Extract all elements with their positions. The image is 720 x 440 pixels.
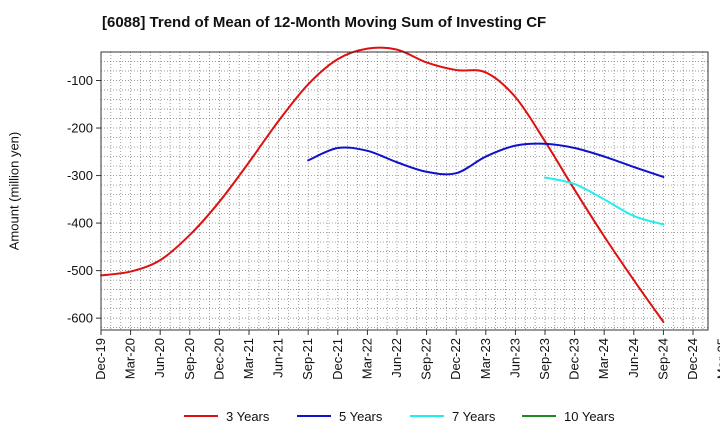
y-tick-label: -400 <box>67 216 93 231</box>
legend-label: 5 Years <box>339 408 383 424</box>
legend: 3 Years 5 Years 7 Years 10 Years <box>0 406 720 426</box>
series-lines <box>100 46 665 323</box>
legend-swatch-3-years <box>184 415 218 417</box>
legend-swatch-5-years <box>297 415 331 417</box>
x-tick-label: Sep-20 <box>182 338 197 380</box>
x-axis-ticks: Dec-19 Mar-20 Jun-20 Sep-20 Dec-20 Mar-21 Jun-… <box>93 330 720 380</box>
legend-item-3-years: 3 Years <box>184 406 269 426</box>
y-tick-label: -100 <box>67 73 93 88</box>
y-tick-label: -300 <box>67 168 93 183</box>
x-tick-label: Dec-21 <box>330 338 345 380</box>
legend-label: 7 Years <box>452 408 496 424</box>
series-line-5-years <box>307 142 665 178</box>
x-tick-label: Mar-20 <box>123 338 138 379</box>
x-tick-label: Jun-22 <box>389 338 404 378</box>
y-axis-ticks: -100 -200 -300 -400 -500 -600 <box>67 73 101 326</box>
x-tick-label: Mar-23 <box>478 338 493 379</box>
legend-item-5-years: 5 Years <box>297 406 382 426</box>
legend-label: 10 Years <box>564 408 615 424</box>
x-tick-label: Dec-22 <box>448 338 463 380</box>
x-tick-label: Sep-24 <box>655 338 670 380</box>
legend-item-7-years: 7 Years <box>410 406 495 426</box>
x-tick-label: Dec-19 <box>93 338 108 380</box>
y-tick-label: -500 <box>67 263 93 278</box>
x-tick-label: Dec-24 <box>685 338 700 380</box>
x-tick-label: Dec-23 <box>567 338 582 380</box>
x-tick-label: Jun-23 <box>507 338 522 378</box>
y-axis-label: Amount (million yen) <box>6 131 22 251</box>
legend-item-10-years: 10 Years <box>522 406 615 426</box>
x-tick-label: Sep-23 <box>537 338 552 380</box>
x-tick-label: Sep-21 <box>300 338 315 380</box>
x-tick-label: Jun-24 <box>626 338 641 378</box>
legend-swatch-10-years <box>522 415 556 417</box>
plot-frame <box>100 51 709 331</box>
x-tick-label: Jun-21 <box>271 338 286 378</box>
x-tick-label: Mar-24 <box>596 338 611 379</box>
x-tick-label: Mar-25 <box>715 338 720 379</box>
series-line-3-years <box>100 46 665 323</box>
legend-label: 3 Years <box>226 408 270 424</box>
chart-title: [6088] Trend of Mean of 12-Month Moving … <box>102 14 547 31</box>
x-tick-label: Dec-20 <box>211 338 226 380</box>
grid-lines <box>101 52 708 330</box>
x-tick-label: Sep-22 <box>419 338 434 380</box>
legend-swatch-7-years <box>410 415 444 417</box>
series-line-7-years <box>544 176 665 226</box>
x-tick-label: Mar-21 <box>241 338 256 379</box>
x-tick-label: Jun-20 <box>152 338 167 378</box>
y-tick-label: -200 <box>67 121 93 136</box>
y-tick-label: -600 <box>67 311 93 326</box>
x-tick-label: Mar-22 <box>359 338 374 379</box>
